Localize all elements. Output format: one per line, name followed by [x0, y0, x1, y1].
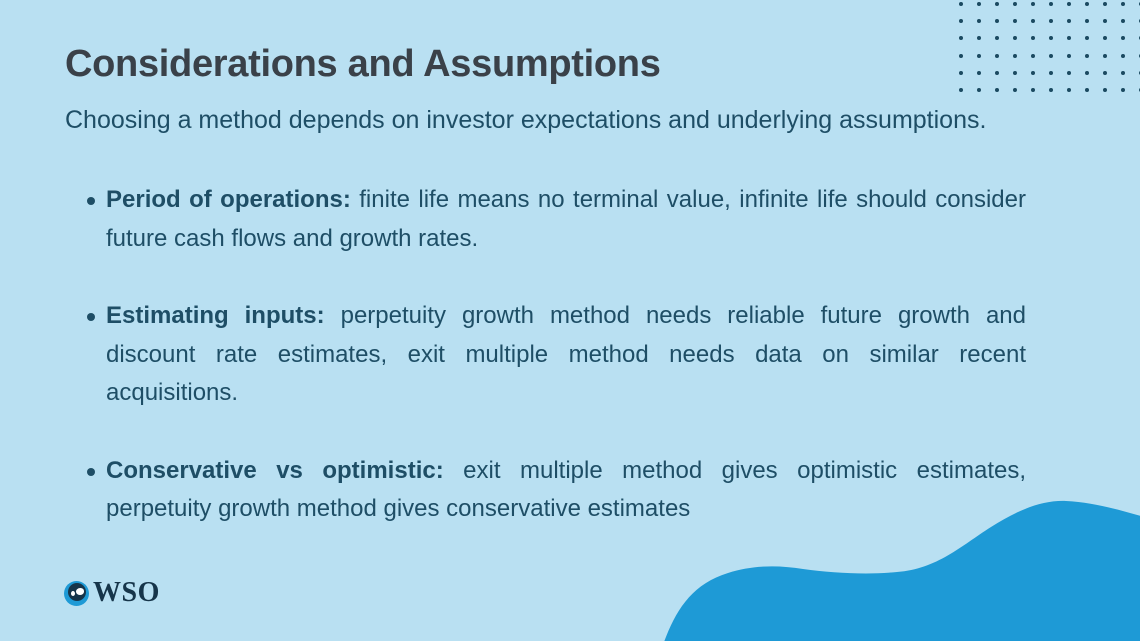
grid-dot — [1031, 53, 1035, 58]
grid-dot — [1031, 19, 1035, 24]
grid-dot — [1085, 88, 1089, 92]
grid-dot — [1067, 53, 1071, 58]
grid-dot — [1103, 19, 1107, 24]
grid-dot — [1013, 53, 1017, 58]
wso-logo-text: WSO — [93, 577, 160, 608]
grid-dot — [1013, 19, 1017, 24]
bullet-list: Period of operations: finite life means … — [87, 181, 1027, 529]
grid-dot — [1013, 36, 1017, 41]
grid-dot — [995, 53, 999, 58]
grid-dot — [977, 70, 981, 75]
grid-dot — [1067, 36, 1071, 41]
grid-dot — [1121, 53, 1125, 58]
bullet-text: perpetuity growth method needs reliable … — [106, 302, 1026, 406]
grid-dot — [1049, 70, 1053, 75]
grid-dot — [1031, 2, 1035, 6]
grid-dot — [959, 36, 963, 41]
dot-grid-decoration — [958, 0, 1140, 94]
grid-dot — [977, 19, 981, 24]
grid-dot — [977, 2, 981, 6]
grid-dot — [977, 88, 981, 92]
bullet-text: finite life means no terminal value, inf… — [106, 186, 1026, 252]
bullet-item-period-of-operations: Period of operations: finite life means … — [87, 181, 1026, 258]
grid-dot — [977, 36, 981, 41]
grid-dot — [959, 88, 963, 92]
grid-dot — [1031, 36, 1035, 41]
grid-dot — [995, 88, 999, 92]
grid-dot — [1085, 53, 1089, 58]
bullet-text: exit multiple method gives optimistic es… — [106, 456, 1027, 523]
grid-dot — [1049, 2, 1053, 6]
grid-dot — [1013, 2, 1017, 6]
grid-dot — [1121, 70, 1125, 75]
grid-dot — [1067, 70, 1071, 75]
bullet-lead: Conservative vs optimistic: — [106, 456, 444, 484]
grid-dot — [959, 2, 963, 6]
bullet-item-estimating-inputs: Estimating inputs: perpetuity growth met… — [87, 297, 1026, 413]
grid-dot — [1067, 88, 1071, 92]
grid-dot — [1031, 70, 1035, 75]
grid-dot — [959, 70, 963, 75]
grid-dot — [1121, 36, 1125, 41]
grid-dot — [1121, 2, 1125, 6]
grid-dot — [1103, 70, 1107, 75]
grid-dot — [1049, 53, 1053, 58]
bullet-lead: Period of operations: — [106, 186, 351, 213]
grid-dot — [995, 70, 999, 75]
grid-dot — [1067, 19, 1071, 24]
bullet-marker-icon — [87, 313, 95, 321]
grid-dot — [959, 19, 963, 24]
grid-dot — [1121, 88, 1125, 92]
grid-dot — [1103, 53, 1107, 58]
grid-dot — [977, 53, 981, 58]
grid-dot — [1085, 2, 1089, 6]
grid-dot — [1085, 70, 1089, 75]
grid-dot — [1103, 2, 1107, 6]
grid-dot — [1049, 88, 1053, 92]
grid-dot — [995, 19, 999, 24]
bullet-marker-icon — [87, 467, 95, 476]
bullet-lead: Estimating inputs: — [106, 302, 325, 329]
grid-dot — [1121, 19, 1125, 24]
grid-dot — [995, 2, 999, 6]
grid-dot — [1031, 88, 1035, 92]
bullet-item-conservative-vs-optimistic: Conservative vs optimistic: exit multipl… — [87, 452, 1027, 529]
bullet-marker-icon — [87, 197, 95, 205]
grid-dot — [1049, 36, 1053, 41]
slide-subtitle: Choosing a method depends on investor ex… — [65, 106, 987, 134]
wso-globe-icon — [64, 580, 89, 606]
grid-dot — [1085, 19, 1089, 24]
slide-title: Considerations and Assumptions — [65, 43, 661, 85]
grid-dot — [1067, 2, 1071, 6]
grid-dot — [1103, 36, 1107, 41]
grid-dot — [1103, 88, 1107, 92]
wso-logo: WSO — [64, 579, 160, 607]
grid-dot — [959, 53, 963, 58]
grid-dot — [1013, 70, 1017, 75]
grid-dot — [1085, 36, 1089, 41]
grid-dot — [995, 36, 999, 41]
grid-dot — [1049, 19, 1053, 24]
grid-dot — [1013, 88, 1017, 92]
